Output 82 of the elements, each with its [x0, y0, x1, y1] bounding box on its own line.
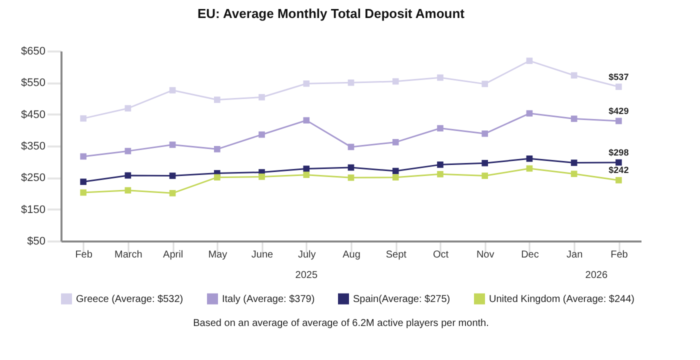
- point: [570, 170, 578, 178]
- legend-label: Italy (Average: $379): [222, 294, 315, 305]
- y-tick-label: $50: [27, 236, 46, 248]
- point: [258, 94, 265, 100]
- legend-label: Spain(Average: $275): [353, 294, 450, 305]
- point: [437, 171, 444, 178]
- point: [616, 118, 622, 124]
- x-tick-label: Feb: [75, 250, 93, 260]
- point: [482, 80, 488, 88]
- point: [80, 189, 86, 196]
- data-label: $242: [608, 165, 629, 176]
- y-tick-label: $350: [21, 140, 46, 152]
- x-tick-label: Dec: [521, 250, 539, 260]
- x-tick-label: Aug: [342, 250, 360, 260]
- y-tick-label: $550: [21, 77, 46, 90]
- point: [80, 178, 86, 185]
- point: [303, 172, 310, 178]
- y-tick-label: $650: [21, 46, 46, 58]
- point: [570, 72, 578, 79]
- point: [437, 162, 444, 168]
- point: [616, 84, 622, 90]
- point: [482, 130, 488, 137]
- point: [482, 160, 488, 166]
- point: [348, 174, 354, 181]
- point: [526, 165, 533, 172]
- data-label: $429: [608, 106, 629, 116]
- point: [526, 110, 533, 117]
- point: [124, 148, 132, 154]
- point: [348, 80, 354, 86]
- point: [303, 166, 310, 172]
- point: [303, 80, 310, 87]
- data-label: $537: [608, 72, 629, 82]
- point: [169, 87, 176, 94]
- x-tick-label: Oct: [432, 250, 449, 260]
- point: [80, 115, 86, 122]
- y-tick-label: $450: [21, 108, 46, 121]
- point: [214, 146, 220, 152]
- point: [392, 139, 399, 146]
- point: [437, 74, 444, 81]
- point: [169, 142, 176, 148]
- point: [392, 174, 399, 181]
- point: [124, 105, 132, 112]
- text: 2026: [585, 270, 608, 281]
- data-label: $298: [608, 147, 629, 158]
- point: [348, 164, 354, 171]
- x-tick-label: Feb: [610, 250, 628, 260]
- point: [526, 156, 533, 162]
- x-tick-label: April: [163, 250, 184, 260]
- point: [616, 159, 622, 166]
- text: 2025: [295, 270, 318, 281]
- point: [169, 172, 176, 179]
- point: [303, 117, 310, 124]
- legend-label: United Kingdom (Average: $244): [489, 294, 634, 305]
- x-tick-label: Sept: [386, 250, 407, 260]
- x-tick-label: March: [114, 250, 142, 260]
- x-tick-label: May: [208, 250, 228, 260]
- legend-label: Greece (Average: $532): [76, 294, 184, 305]
- point: [258, 174, 265, 180]
- x-tick-label: July: [298, 250, 316, 260]
- x-tick-label: Nov: [476, 250, 494, 260]
- x-tick-label: June: [251, 250, 274, 260]
- point: [482, 172, 488, 179]
- point: [258, 131, 265, 138]
- point: [80, 153, 86, 160]
- point: [214, 174, 220, 181]
- y-tick-label: $150: [21, 204, 46, 216]
- point: [214, 96, 220, 103]
- point: [348, 144, 354, 150]
- point: [392, 78, 399, 85]
- point: [570, 116, 578, 122]
- x-tick-label: Jan: [566, 250, 583, 260]
- point: [124, 172, 132, 179]
- chart-title: EU: Average Monthly Total Deposit Amount: [198, 6, 466, 21]
- point: [526, 58, 533, 64]
- point: [616, 177, 622, 184]
- point: [392, 168, 399, 174]
- text: Based on an average of average of 6.2M active players per month.: [193, 318, 489, 329]
- point: [437, 125, 444, 132]
- point: [570, 160, 578, 166]
- point: [169, 190, 176, 196]
- y-tick-label: $250: [21, 172, 46, 184]
- point: [124, 187, 132, 194]
